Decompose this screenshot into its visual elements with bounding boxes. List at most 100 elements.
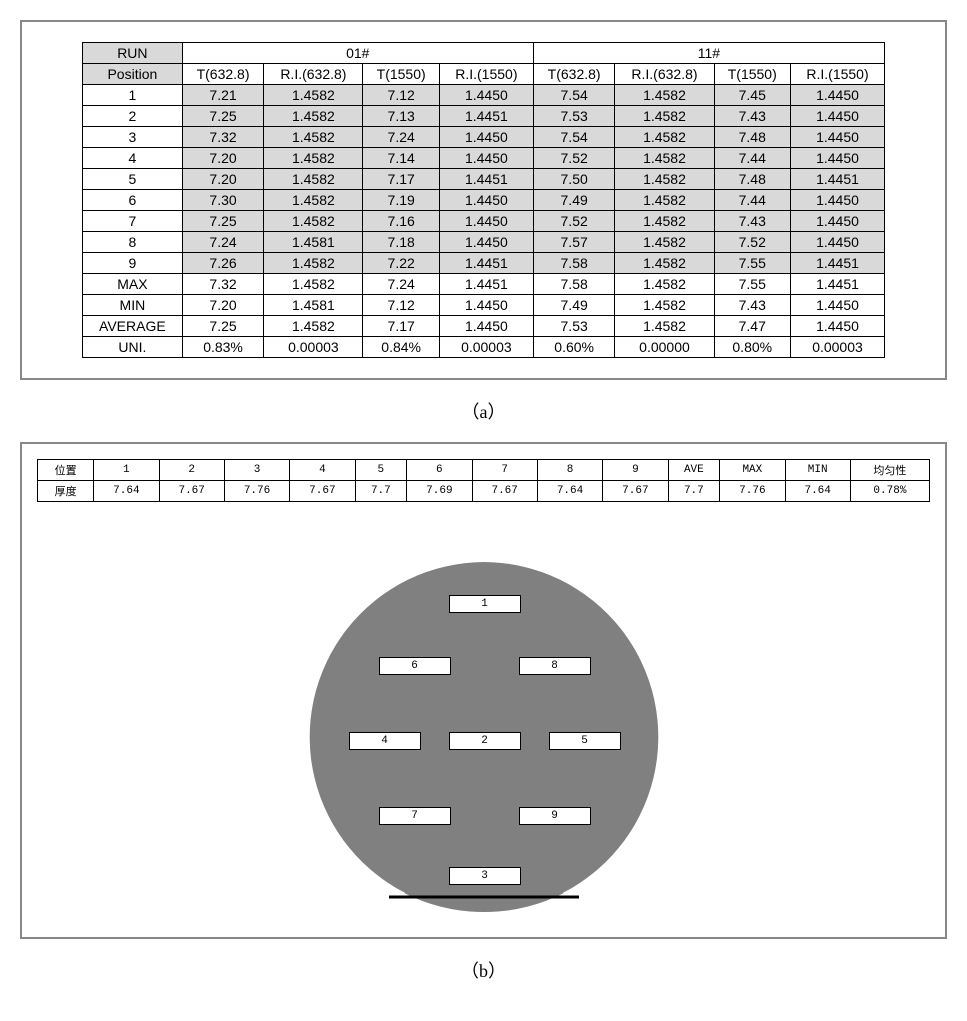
table-b-cell: 7.64	[537, 481, 602, 502]
table-b-header-cell: 7	[472, 460, 537, 481]
row-label: 5	[83, 169, 183, 190]
table-cell: 1.4582	[615, 211, 714, 232]
table-cell: 7.21	[182, 85, 264, 106]
col-header: T(1550)	[714, 64, 791, 85]
row-label: UNI.	[83, 337, 183, 358]
row-label: 7	[83, 211, 183, 232]
table-cell: 1.4582	[264, 190, 363, 211]
header-position: Position	[83, 64, 183, 85]
table-cell: 7.20	[182, 148, 264, 169]
header-group-01: 01#	[182, 43, 533, 64]
table-b-header-row: 位置123456789AVEMAXMIN均匀性	[38, 460, 930, 481]
table-cell: 0.80%	[714, 337, 791, 358]
table-b-cell: 7.69	[407, 481, 472, 502]
table-b-cell: 7.76	[720, 481, 785, 502]
table-b-header-cell: 位置	[38, 460, 94, 481]
table-cell: 7.14	[363, 148, 440, 169]
table-cell: 0.84%	[363, 337, 440, 358]
table-cell: 7.57	[533, 232, 615, 253]
table-cell: 1.4450	[439, 295, 533, 316]
table-cell: 0.60%	[533, 337, 615, 358]
table-cell: 1.4451	[439, 169, 533, 190]
table-cell: 1.4581	[264, 232, 363, 253]
table-cell: 1.4450	[791, 106, 885, 127]
table-b-header-cell: MIN	[785, 460, 850, 481]
table-row: 97.261.45827.221.44517.581.45827.551.445…	[83, 253, 885, 274]
table-b-row-label: 厚度	[38, 481, 94, 502]
table-cell: 1.4451	[791, 274, 885, 295]
table-cell: 1.4582	[615, 295, 714, 316]
table-cell: 1.4582	[264, 85, 363, 106]
table-cell: 7.32	[182, 127, 264, 148]
table-cell: 7.48	[714, 169, 791, 190]
table-b-header-cell: 9	[603, 460, 668, 481]
table-cell: 1.4451	[791, 169, 885, 190]
wafer-position-label: 8	[519, 657, 591, 675]
table-row: 27.251.45827.131.44517.531.45827.431.445…	[83, 106, 885, 127]
table-cell: 7.55	[714, 253, 791, 274]
table-row: MIN7.201.45817.121.44507.491.45827.431.4…	[83, 295, 885, 316]
table-row: AVERAGE7.251.45827.171.44507.531.45827.4…	[83, 316, 885, 337]
table-cell: 7.54	[533, 85, 615, 106]
table-cell: 7.44	[714, 190, 791, 211]
col-header: R.I.(1550)	[791, 64, 885, 85]
figure-b-frame: 位置123456789AVEMAXMIN均匀性 厚度7.647.677.767.…	[20, 442, 947, 939]
table-cell: 7.44	[714, 148, 791, 169]
row-label: 1	[83, 85, 183, 106]
table-row: 37.321.45827.241.44507.541.45827.481.445…	[83, 127, 885, 148]
table-cell: 1.4582	[615, 148, 714, 169]
table-b-header-cell: 3	[224, 460, 289, 481]
table-cell: 7.45	[714, 85, 791, 106]
table-b-wrap: 位置123456789AVEMAXMIN均匀性 厚度7.647.677.767.…	[32, 454, 935, 507]
table-cell: 1.4450	[791, 148, 885, 169]
table-b-cell: 7.76	[224, 481, 289, 502]
data-table-a: RUN 01# 11# Position T(632.8) R.I.(632.8…	[82, 42, 885, 358]
table-cell: 1.4450	[439, 85, 533, 106]
table-b-cell: 7.7	[668, 481, 720, 502]
table-header-row-2: Position T(632.8) R.I.(632.8) T(1550) R.…	[83, 64, 885, 85]
table-cell: 1.4450	[439, 127, 533, 148]
table-cell: 1.4582	[264, 253, 363, 274]
table-row: 87.241.45817.181.44507.571.45827.521.445…	[83, 232, 885, 253]
table-b-header-cell: 6	[407, 460, 472, 481]
table-row: 77.251.45827.161.44507.521.45827.431.445…	[83, 211, 885, 232]
table-cell: 7.32	[182, 274, 264, 295]
table-cell: 7.53	[533, 106, 615, 127]
table-cell: 1.4450	[791, 232, 885, 253]
table-cell: 7.52	[533, 211, 615, 232]
col-header: R.I.(1550)	[439, 64, 533, 85]
table-cell: 7.30	[182, 190, 264, 211]
table-b-header-cell: MAX	[720, 460, 785, 481]
table-cell: 7.20	[182, 295, 264, 316]
table-b-header-cell: 2	[159, 460, 224, 481]
table-cell: 7.20	[182, 169, 264, 190]
table-row: UNI.0.83%0.000030.84%0.000030.60%0.00000…	[83, 337, 885, 358]
table-cell: 1.4582	[615, 190, 714, 211]
table-row: 17.211.45827.121.44507.541.45827.451.445…	[83, 85, 885, 106]
table-cell: 0.00000	[615, 337, 714, 358]
col-header: T(632.8)	[533, 64, 615, 85]
table-cell: 1.4582	[615, 274, 714, 295]
table-cell: 0.83%	[182, 337, 264, 358]
table-cell: 1.4582	[264, 127, 363, 148]
table-row: 47.201.45827.141.44507.521.45827.441.445…	[83, 148, 885, 169]
wafer-position-label: 7	[379, 807, 451, 825]
table-b-header-cell: 8	[537, 460, 602, 481]
table-cell: 7.58	[533, 253, 615, 274]
table-cell: 1.4450	[791, 85, 885, 106]
table-cell: 7.49	[533, 295, 615, 316]
table-cell: 1.4450	[439, 190, 533, 211]
table-cell: 1.4450	[439, 148, 533, 169]
table-cell: 7.43	[714, 295, 791, 316]
table-a-wrap: RUN 01# 11# Position T(632.8) R.I.(632.8…	[32, 32, 935, 368]
table-row: 57.201.45827.171.44517.501.45827.481.445…	[83, 169, 885, 190]
table-cell: 7.19	[363, 190, 440, 211]
table-cell: 1.4582	[264, 169, 363, 190]
table-cell: 7.12	[363, 85, 440, 106]
table-cell: 7.55	[714, 274, 791, 295]
row-label: 8	[83, 232, 183, 253]
table-b-cell: 0.78%	[850, 481, 929, 502]
table-header-row-1: RUN 01# 11#	[83, 43, 885, 64]
table-cell: 1.4582	[615, 106, 714, 127]
table-cell: 7.12	[363, 295, 440, 316]
